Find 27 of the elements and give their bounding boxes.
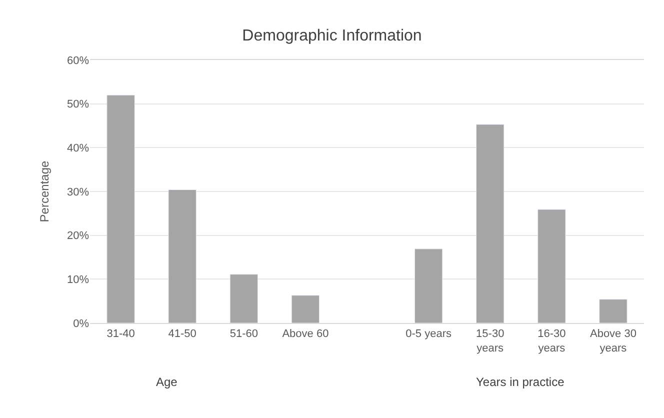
y-tick-label: 20%	[66, 230, 90, 242]
x-tick-label: Above 60	[282, 328, 329, 340]
text: Age	[156, 375, 178, 389]
x-tick-label: 51-60	[230, 328, 258, 340]
x-tick-label: 41-50	[168, 328, 196, 340]
bar	[168, 190, 196, 323]
bar	[230, 274, 258, 323]
y-tick-label: 50%	[66, 98, 90, 111]
x-tick-label: 15-30 years	[476, 328, 504, 354]
x-tick-label: Above 30 years	[590, 328, 636, 354]
bar	[599, 299, 628, 323]
bar	[476, 124, 504, 323]
y-tick-label: 10%	[66, 274, 90, 286]
text: Years in practice	[476, 375, 565, 389]
bar	[538, 209, 566, 323]
y-tick-label: 40%	[66, 142, 90, 155]
y-tick-label: 0%	[73, 318, 90, 330]
bar	[414, 248, 443, 323]
y-axis-title: Percentage	[37, 160, 52, 222]
x-tick-label: 0-5 years	[406, 328, 452, 340]
chart-title: Demographic Information	[242, 27, 422, 44]
bar	[291, 295, 320, 323]
y-tick-label: 60%	[66, 54, 90, 67]
bar	[106, 94, 135, 323]
y-tick-label: 30%	[66, 186, 90, 198]
x-tick-label: 16-30 years	[538, 328, 566, 354]
x-tick-label: 31-40	[106, 328, 135, 340]
